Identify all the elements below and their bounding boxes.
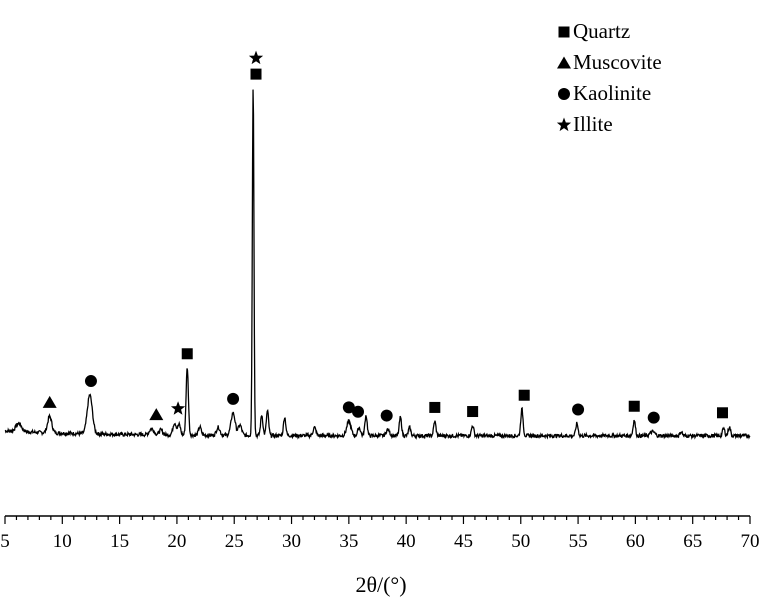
legend-circle-icon bbox=[558, 88, 570, 100]
x-tick-label: 65 bbox=[683, 531, 702, 552]
xrd-pattern-line bbox=[4, 89, 751, 441]
triangle-marker bbox=[42, 395, 57, 408]
circle-marker bbox=[84, 375, 97, 388]
x-tick-label: 60 bbox=[626, 531, 645, 552]
circle-marker bbox=[572, 403, 585, 416]
triangle-marker bbox=[149, 408, 164, 421]
x-tick-label: 40 bbox=[397, 531, 416, 552]
square-marker bbox=[250, 68, 262, 80]
square-marker bbox=[628, 400, 640, 412]
legend-triangle-icon bbox=[557, 56, 571, 69]
x-tick-label: 70 bbox=[741, 531, 760, 552]
circle-marker bbox=[352, 405, 365, 418]
x-tick-label: 20 bbox=[167, 531, 186, 552]
x-tick-label: 35 bbox=[339, 531, 358, 552]
x-tick-label: 25 bbox=[225, 531, 244, 552]
legend: Quartz Muscovite Kaolinite Illite bbox=[556, 19, 662, 136]
square-marker bbox=[518, 389, 530, 401]
x-tick-label: 15 bbox=[110, 531, 129, 552]
x-axis-title: 2θ/(°) bbox=[355, 572, 406, 597]
x-axis: 5 10 15 20 25 30 35 40 45 50 55 60 65 70 bbox=[0, 515, 760, 552]
circle-marker bbox=[380, 409, 393, 422]
legend-label: Kaolinite bbox=[573, 81, 651, 105]
star-marker bbox=[248, 50, 264, 65]
x-tick-label: 5 bbox=[0, 531, 10, 552]
legend-square-icon bbox=[558, 26, 570, 38]
x-tick-label: 55 bbox=[569, 531, 588, 552]
legend-label: Illite bbox=[573, 112, 613, 136]
x-tick-label: 30 bbox=[282, 531, 301, 552]
square-marker bbox=[181, 348, 193, 360]
circle-marker bbox=[342, 401, 355, 414]
x-tick-label: 45 bbox=[454, 531, 473, 552]
square-marker bbox=[429, 401, 441, 413]
legend-label: Quartz bbox=[573, 19, 630, 43]
phase-markers bbox=[42, 50, 728, 424]
diffraction-trace bbox=[4, 89, 751, 441]
circle-marker bbox=[647, 411, 660, 424]
square-marker bbox=[716, 407, 728, 419]
star-marker bbox=[170, 401, 186, 415]
legend-label: Muscovite bbox=[573, 50, 662, 74]
circle-marker bbox=[227, 392, 240, 405]
square-marker bbox=[467, 406, 479, 418]
x-tick-label: 10 bbox=[53, 531, 72, 552]
legend-star-icon bbox=[556, 117, 572, 132]
x-tick-label: 50 bbox=[511, 531, 530, 552]
